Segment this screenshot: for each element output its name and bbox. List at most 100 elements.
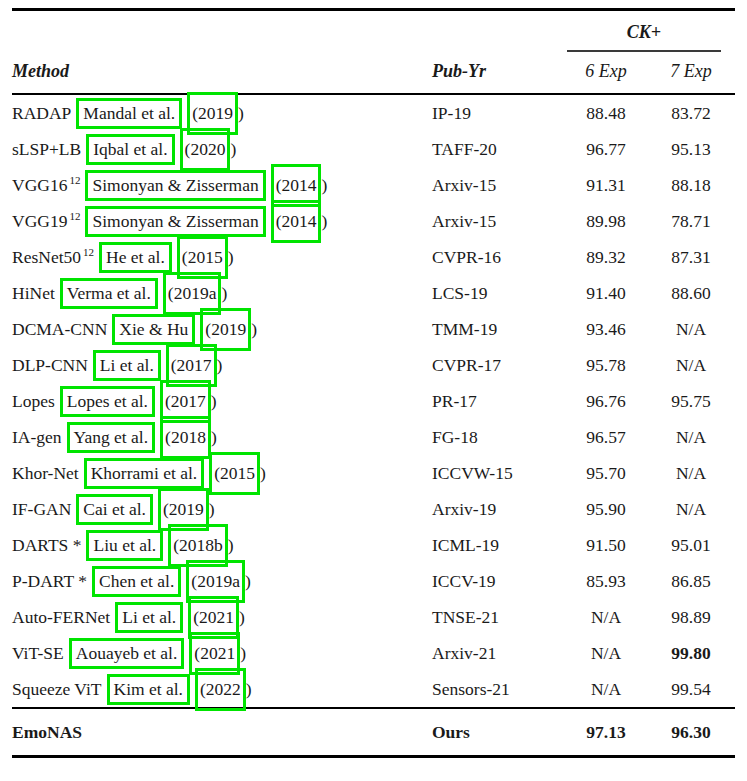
close-paren: ) [245,571,251,591]
table-row: DARTS *Liu et al.(2018b) ICML-19 91.50 9… [12,527,735,563]
citation-author-link[interactable]: Xie & Hu [112,314,195,345]
citation-author-link[interactable]: Lopes et al. [60,386,155,417]
pub-yr-cell: TNSE-21 [432,599,565,635]
citation-author-link[interactable]: Chen et al. [92,566,181,597]
score-6exp: 96.76 [565,383,647,419]
citation-year: 2018b [179,535,223,555]
ours-score-6exp: 97.13 [565,708,647,757]
method-label: Khor-Net [12,463,79,483]
col-header-7exp: 7 Exp [647,52,735,94]
close-paren: ) [221,283,227,303]
method-cell: sLSP+LBIqbal et al.(2020) [12,131,432,167]
score-7exp: 99.54 [647,671,735,708]
citation-author-link[interactable]: Verma et al. [60,278,158,309]
results-table: CK+ Method Pub-Yr 6 Exp 7 Exp RADAPManda… [12,8,735,758]
close-paren: ) [209,499,215,519]
pub-yr-cell: TMM-19 [432,311,565,347]
citation-author-link[interactable]: Yang et al. [67,422,156,453]
table-row: VGG1912Simonyan & Zisserman(2014) Arxiv-… [12,203,735,239]
method-label: RADAP [12,103,71,123]
citation-year-link[interactable]: (2014 [271,200,322,243]
citation-author-link[interactable]: Li et al. [115,602,183,633]
citation-year: 2018 [171,427,206,447]
pub-yr-cell: CVPR-17 [432,347,565,383]
pub-yr-cell: PR-17 [432,383,565,419]
table-row: sLSP+LBIqbal et al.(2020) TAFF-20 96.77 … [12,131,735,167]
close-paren: ) [228,247,234,267]
method-label: sLSP+LB [12,139,81,159]
table-row: Squeeze ViTKim et al.(2022) Sensors-21 N… [12,671,735,708]
method-label: IF-GAN [12,499,71,519]
citation-author-link[interactable]: Khorrami et al. [84,458,204,489]
table-row: Auto-FERNetLi et al.(2021) TNSE-21 N/A 9… [12,599,735,635]
score-6exp: 89.32 [565,239,647,275]
score-7exp: 95.75 [647,383,735,419]
method-cell: DCMA-CNNXie & Hu(2019) [12,311,432,347]
method-label: Squeeze ViT [12,679,102,699]
citation-year-link[interactable]: (2018 [160,416,211,459]
citation-year: 2020 [190,139,225,159]
pub-yr-cell: Arxiv-15 [432,203,565,239]
close-paren: ) [239,607,245,627]
pub-yr-cell: CVPR-16 [432,239,565,275]
citation-author-link[interactable]: Simonyan & Zisserman [85,170,265,201]
citation-year-link[interactable]: (2022 [195,668,246,711]
citation-author-link[interactable]: He et al. [99,242,172,273]
citation-year: 2017 [171,391,206,411]
method-label: DARTS * [12,535,81,555]
pub-yr-cell: Sensors-21 [432,671,565,708]
score-7exp: N/A [647,491,735,527]
group-header-row: CK+ [12,10,735,53]
citation-year-link[interactable]: (2015 [209,452,260,495]
pub-yr-cell: ICCVW-15 [432,455,565,491]
score-6exp: 95.78 [565,347,647,383]
ck-group-rule: CK+ [567,20,721,52]
citation-author-link[interactable]: Li et al. [93,350,161,381]
citation-year: 2019 [198,103,233,123]
method-cell: DLP-CNNLi et al.(2017) [12,347,432,383]
table-row: DCMA-CNNXie & Hu(2019) TMM-19 93.46 N/A [12,311,735,347]
score-6exp: 93.46 [565,311,647,347]
score-6exp: 89.98 [565,203,647,239]
method-label: HiNet [12,283,55,303]
score-6exp: N/A [565,635,647,671]
table-row: IF-GANCai et al.(2019) Arxiv-19 95.90 N/… [12,491,735,527]
method-cell: VGG1912Simonyan & Zisserman(2014) [12,203,432,239]
score-6exp: 88.48 [565,94,647,131]
group-header-spacer [12,10,565,53]
score-7exp: N/A [647,311,735,347]
method-footnote-marker: 12 [69,210,80,222]
citation-author-link[interactable]: Cai et al. [76,494,153,525]
citation-year: 2015 [220,463,255,483]
method-footnote-marker: 12 [83,246,94,258]
method-cell: Khor-NetKhorrami et al.(2015) [12,455,432,491]
citation-author-link[interactable]: Mandal et al. [76,98,182,129]
score-7exp: 88.60 [647,275,735,311]
method-label: IA-gen [12,427,62,447]
score-6exp: N/A [565,599,647,635]
pub-yr-cell: Arxiv-15 [432,167,565,203]
citation-author-link[interactable]: Kim et al. [107,674,191,705]
citation-year: 2021 [200,643,235,663]
citation-year: 2014 [281,175,316,195]
method-label: P-DART * [12,571,87,591]
citation-year: 2017 [177,355,212,375]
method-label: Lopes [12,391,55,411]
close-paren: ) [238,103,244,123]
method-cell: HiNetVerma et al.(2019a) [12,275,432,311]
score-7exp: N/A [647,419,735,455]
score-7exp: 99.80 [647,635,735,671]
table-row: P-DART *Chen et al.(2019a) ICCV-19 85.93… [12,563,735,599]
method-cell: Auto-FERNetLi et al.(2021) [12,599,432,635]
table-row: LopesLopes et al.(2017) PR-17 96.76 95.7… [12,383,735,419]
citation-author-link[interactable]: Simonyan & Zisserman [85,206,265,237]
paper-page: CK+ Method Pub-Yr 6 Exp 7 Exp RADAPManda… [0,0,747,758]
score-7exp: 98.89 [647,599,735,635]
score-6exp: 91.31 [565,167,647,203]
col-header-6exp: 6 Exp [565,52,647,94]
citation-year: 2019a [197,571,240,591]
citation-author-link[interactable]: Liu et al. [86,530,163,561]
citation-author-link[interactable]: Aouayeb et al. [69,638,185,669]
citation-author-link[interactable]: Iqbal et al. [86,134,174,165]
citation-year-link[interactable]: (2020 [180,128,231,171]
